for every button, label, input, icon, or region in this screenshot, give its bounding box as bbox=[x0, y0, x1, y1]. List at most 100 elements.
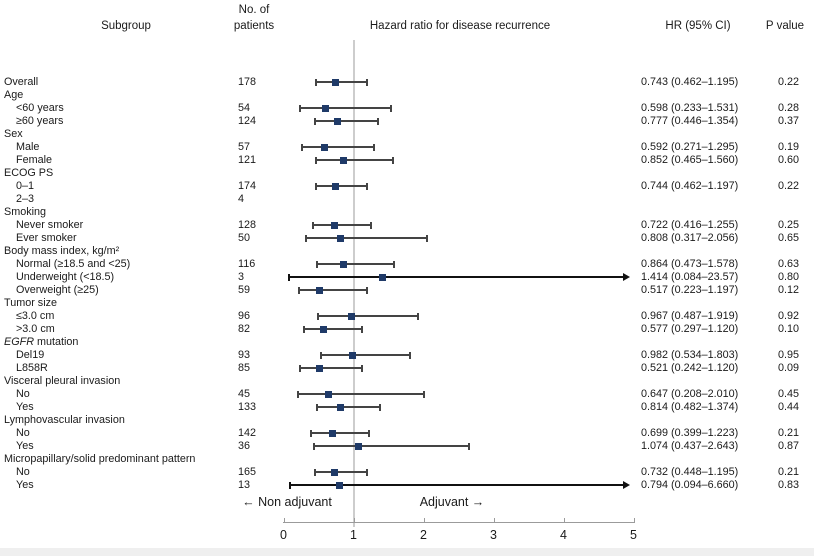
ci-left-cap bbox=[310, 429, 313, 437]
hr-point-marker bbox=[328, 429, 336, 437]
hr-point-marker bbox=[331, 468, 339, 476]
ci-left-cap bbox=[299, 364, 302, 372]
patient-count: 93 bbox=[238, 348, 251, 361]
patient-count: 82 bbox=[238, 322, 251, 335]
p-value: 0.09 bbox=[778, 361, 800, 374]
subgroup-label: Body mass index, kg/m² bbox=[4, 244, 120, 257]
axis-direction-label-left: ← Non adjuvant bbox=[242, 495, 332, 509]
hr-point-marker bbox=[316, 286, 324, 294]
patient-count: 4 bbox=[238, 192, 245, 205]
hr-point-marker bbox=[347, 312, 355, 320]
ci-error-bar bbox=[305, 237, 428, 239]
hr-ci-value: 0.967 (0.487–1.919) bbox=[641, 309, 739, 322]
ci-error-bar bbox=[300, 367, 362, 369]
ci-left-cap bbox=[315, 156, 318, 164]
p-value: 0.22 bbox=[778, 179, 800, 192]
subgroup-label: Smoking bbox=[4, 205, 47, 218]
hr-ci-value: 0.794 (0.094–6.660) bbox=[641, 478, 739, 491]
p-value: 0.83 bbox=[778, 478, 800, 491]
patient-count: 124 bbox=[238, 114, 257, 127]
ci-right-cap bbox=[391, 156, 394, 164]
patient-count: 96 bbox=[238, 309, 251, 322]
hr-point-marker bbox=[325, 390, 333, 398]
hr-ci-value: 0.699 (0.399–1.223) bbox=[641, 426, 739, 439]
patient-count: 36 bbox=[238, 439, 251, 452]
ci-right-arrow-icon bbox=[623, 273, 630, 281]
ci-error-bar bbox=[317, 315, 418, 317]
subgroup-label: Micropapillary/solid predominant pattern bbox=[4, 452, 196, 465]
ci-right-arrow-icon bbox=[623, 481, 630, 489]
p-value: 0.10 bbox=[778, 322, 800, 335]
x-axis-tick bbox=[563, 518, 565, 522]
p-value: 0.21 bbox=[778, 426, 800, 439]
ci-error-bar bbox=[314, 445, 469, 447]
patient-count: 54 bbox=[238, 101, 251, 114]
p-value: 0.28 bbox=[778, 101, 800, 114]
patient-count: 3 bbox=[238, 270, 245, 283]
ci-left-cap bbox=[316, 312, 319, 320]
hr-ci-value: 0.808 (0.317–2.056) bbox=[641, 231, 739, 244]
x-axis-tick bbox=[423, 518, 425, 522]
x-axis-tick-label: 1 bbox=[350, 528, 357, 542]
hr-point-marker bbox=[332, 78, 339, 86]
x-axis-tick bbox=[633, 518, 635, 522]
hr-point-marker bbox=[332, 182, 340, 190]
subgroup-label: Yes bbox=[16, 400, 34, 413]
p-value: 0.25 bbox=[778, 218, 800, 231]
ci-error-bar bbox=[289, 276, 624, 278]
ci-left-cap bbox=[316, 403, 319, 411]
patient-count: 13 bbox=[238, 478, 251, 491]
x-axis-tick-label: 4 bbox=[560, 528, 567, 542]
subgroup-label: No bbox=[16, 465, 30, 478]
column-header-hr-ci: HR (95% CI) bbox=[665, 20, 731, 32]
ci-error-bar bbox=[299, 289, 368, 291]
subgroup-label: Yes bbox=[16, 439, 34, 452]
hr-ci-value: 0.521 (0.242–1.120) bbox=[641, 361, 739, 374]
p-value: 0.87 bbox=[778, 439, 800, 452]
subgroup-label: >3.0 cm bbox=[16, 322, 55, 335]
ci-left-cap bbox=[298, 104, 301, 112]
ci-error-bar bbox=[316, 159, 393, 161]
column-header-p-value: P value bbox=[765, 20, 805, 32]
hr-point-marker bbox=[334, 117, 342, 125]
hr-point-marker bbox=[378, 273, 386, 281]
ci-left-cap bbox=[297, 390, 300, 398]
subgroup-label: Sex bbox=[4, 127, 23, 140]
x-axis-tick-label: 0 bbox=[280, 528, 287, 542]
subgroup-label: ≤3.0 cm bbox=[16, 309, 55, 322]
ci-right-cap bbox=[426, 234, 429, 242]
hr-ci-value: 0.722 (0.416–1.255) bbox=[641, 218, 739, 231]
hr-point-marker bbox=[321, 143, 329, 151]
subgroup-label: Tumor size bbox=[4, 296, 57, 309]
x-axis-tick bbox=[493, 518, 495, 522]
hr-point-marker bbox=[336, 403, 344, 411]
hr-ci-value: 0.864 (0.473–1.578) bbox=[641, 257, 739, 270]
patient-count: 165 bbox=[238, 465, 257, 478]
x-axis-tick bbox=[283, 518, 285, 522]
ci-error-bar bbox=[304, 328, 362, 330]
ci-right-cap bbox=[416, 312, 419, 320]
hr-ci-value: 0.744 (0.462–1.197) bbox=[641, 179, 739, 192]
subgroup-label: Never smoker bbox=[16, 218, 84, 231]
column-header-hazard-ratio-title: Hazard ratio for disease recurrence bbox=[369, 20, 551, 32]
patient-count: 178 bbox=[238, 75, 257, 88]
ci-right-cap bbox=[366, 78, 369, 86]
ci-error-bar bbox=[298, 393, 425, 395]
patient-count: 142 bbox=[238, 426, 257, 439]
ci-right-cap bbox=[377, 117, 380, 125]
column-header-subgroup: Subgroup bbox=[101, 20, 151, 32]
hr-ci-value: 0.577 (0.297–1.120) bbox=[641, 322, 739, 335]
subgroup-label: Age bbox=[4, 88, 24, 101]
hr-ci-value: 0.517 (0.223–1.197) bbox=[641, 283, 739, 296]
subgroup-label: Underweight (<18.5) bbox=[16, 270, 115, 283]
ci-right-cap bbox=[423, 390, 426, 398]
ci-right-cap bbox=[366, 286, 369, 294]
subgroup-label: Female bbox=[16, 153, 53, 166]
ci-right-cap bbox=[360, 325, 363, 333]
p-value: 0.44 bbox=[778, 400, 800, 413]
subgroup-label: Visceral pleural invasion bbox=[4, 374, 121, 387]
subgroup-label: Overall bbox=[4, 75, 39, 88]
hr-point-marker bbox=[335, 481, 343, 489]
subgroup-label: Lymphovascular invasion bbox=[4, 413, 125, 426]
subgroup-label: <60 years bbox=[16, 101, 64, 114]
